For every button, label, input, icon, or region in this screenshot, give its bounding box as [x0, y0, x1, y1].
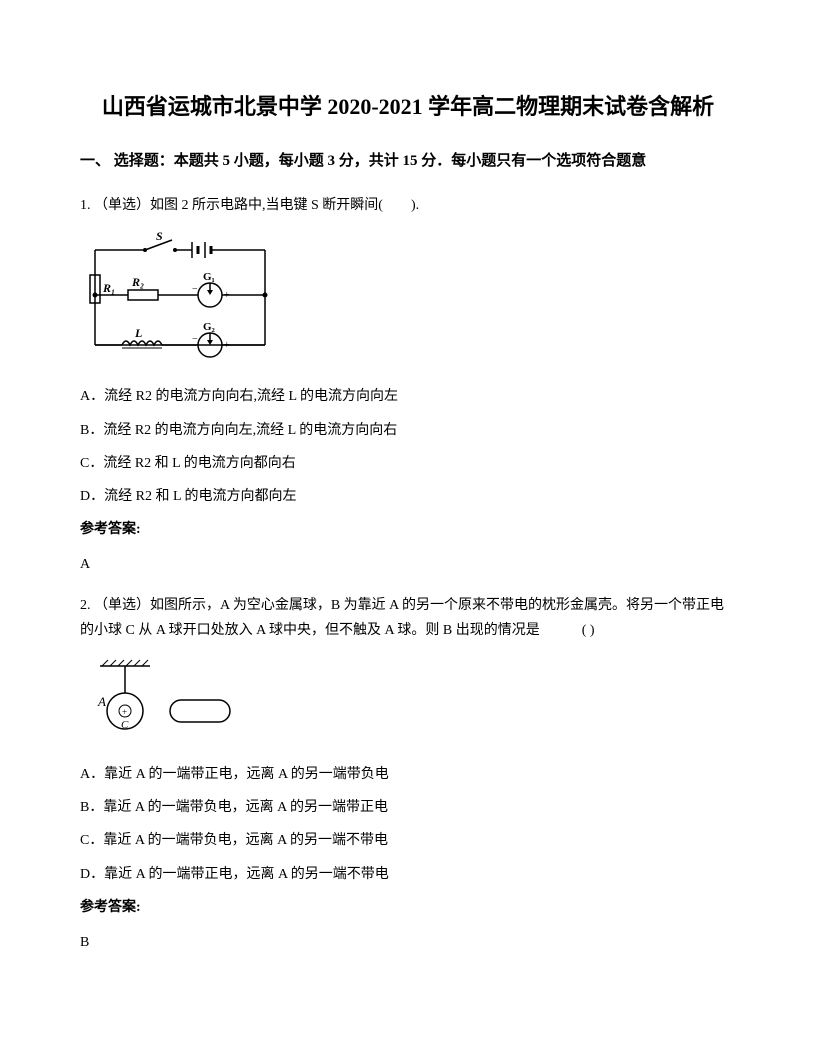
q1-answer: A — [80, 552, 736, 577]
g1-minus: − — [192, 284, 198, 295]
q2-option-c: C．靠近 A 的一端带负电，远离 A 的另一端不带电 — [80, 828, 736, 853]
plus-icon: + — [122, 707, 127, 717]
g2-label: G₂ — [203, 321, 216, 333]
exam-title: 山西省运城市北景中学 2020-2021 学年高二物理期末试卷含解析 — [80, 90, 736, 123]
q1-option-c: C．流经 R2 和 L 的电流方向都向右 — [80, 451, 736, 476]
q1-option-b: B．流经 R2 的电流方向向左,流经 L 的电流方向向右 — [80, 418, 736, 443]
section-header: 一、 选择题：本题共 5 小题，每小题 3 分，共计 15 分．每小题只有一个选… — [80, 148, 736, 175]
q1-text: 1. （单选）如图 2 所示电路中,当电键 S 断开瞬间( ). — [80, 193, 736, 218]
q2-text: 2. （单选）如图所示，A 为空心金属球，B 为靠近 A 的另一个原来不带电的枕… — [80, 593, 736, 643]
switch-label: S — [156, 230, 163, 243]
q2-option-d: D．靠近 A 的一端带正电，远离 A 的另一端不带电 — [80, 862, 736, 887]
q2-figure: A + C — [90, 658, 736, 747]
q1-circuit-diagram: S R₁ R₂ G₁ − + L G₂ − + — [80, 230, 736, 369]
label-a: A — [97, 694, 106, 709]
q2-answer: B — [80, 930, 736, 955]
r1-label: R₁ — [102, 281, 115, 295]
r2-label: R₂ — [131, 275, 144, 289]
label-c: C — [121, 719, 129, 731]
q1-answer-label: 参考答案: — [80, 517, 736, 542]
q1-option-a: A．流经 R2 的电流方向向右,流经 L 的电流方向向左 — [80, 384, 736, 409]
q2-answer-label: 参考答案: — [80, 895, 736, 920]
g1-label: G₁ — [203, 271, 215, 283]
q1-option-d: D．流经 R2 和 L 的电流方向都向左 — [80, 484, 736, 509]
q2-option-b: B．靠近 A 的一端带负电，远离 A 的另一端带正电 — [80, 795, 736, 820]
g2-minus: − — [192, 334, 198, 345]
q2-option-a: A．靠近 A 的一端带正电，远离 A 的另一端带负电 — [80, 762, 736, 787]
l-label: L — [134, 326, 142, 340]
